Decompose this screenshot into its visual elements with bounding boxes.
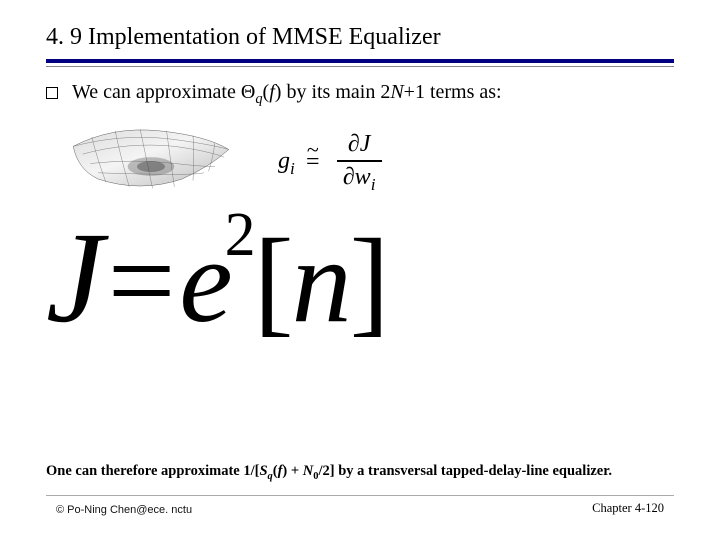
footer-right: Chapter 4-120 bbox=[592, 501, 664, 516]
title-block: 4. 9 Implementation of MMSE Equalizer bbox=[0, 0, 720, 67]
big-equation-inner: J=e2[n] bbox=[46, 181, 674, 376]
theta-sub-q: q bbox=[255, 91, 262, 107]
bottom-Nsym: N bbox=[303, 463, 313, 479]
footer-left: © Po-Ning Chen@ece. nctu bbox=[56, 504, 192, 516]
gi-g: g bbox=[278, 148, 290, 174]
bottom-S: S bbox=[259, 463, 267, 479]
theta-symbol: Θ bbox=[241, 81, 255, 103]
bullet-middle: by its main 2 bbox=[281, 81, 390, 103]
slide-title: 4. 9 Implementation of MMSE Equalizer bbox=[46, 24, 674, 51]
congruent-symbol-icon: ~= bbox=[301, 149, 325, 176]
bigeq-lbrack: [ bbox=[254, 214, 292, 347]
gi-lhs: gi bbox=[278, 148, 301, 174]
theta-arg-f: f bbox=[269, 81, 275, 103]
gi-sub-i: i bbox=[290, 159, 295, 178]
bigeq-e: e bbox=[179, 214, 230, 347]
bottom-end: /2] by a transversal tapped-delay-line e… bbox=[318, 463, 611, 479]
bigeq-rbrack: ] bbox=[350, 214, 388, 347]
big-equation: J=e2[n] bbox=[0, 181, 720, 376]
bullet-N: N bbox=[390, 81, 403, 103]
footer-rule bbox=[46, 495, 674, 496]
bigeq-J: J bbox=[46, 206, 102, 350]
gi-J: J bbox=[360, 131, 371, 157]
bottom-note: One can therefore approximate 1/[Sq(f) +… bbox=[46, 463, 674, 482]
bullet-text: We can approximate Θq(f) by its main 2N+… bbox=[72, 79, 502, 109]
title-rule-thick bbox=[46, 59, 674, 63]
bullet-prefix: We can approximate bbox=[72, 81, 241, 103]
gi-num: ∂J bbox=[337, 131, 382, 162]
bullet-row: We can approximate Θq(f) by its main 2N+… bbox=[0, 67, 720, 109]
bigeq-equals: = bbox=[102, 214, 180, 347]
bullet-suffix: +1 terms as: bbox=[404, 81, 502, 103]
bigeq-n: n bbox=[292, 214, 350, 347]
bottom-mid: ) + bbox=[282, 463, 302, 479]
bullet-marker-icon bbox=[46, 87, 58, 99]
bigeq-two: 2 bbox=[225, 201, 254, 269]
bottom-q: q bbox=[268, 471, 273, 482]
partial-icon: ∂ bbox=[348, 131, 360, 157]
bottom-a: One can therefore approximate 1/[ bbox=[46, 463, 259, 479]
